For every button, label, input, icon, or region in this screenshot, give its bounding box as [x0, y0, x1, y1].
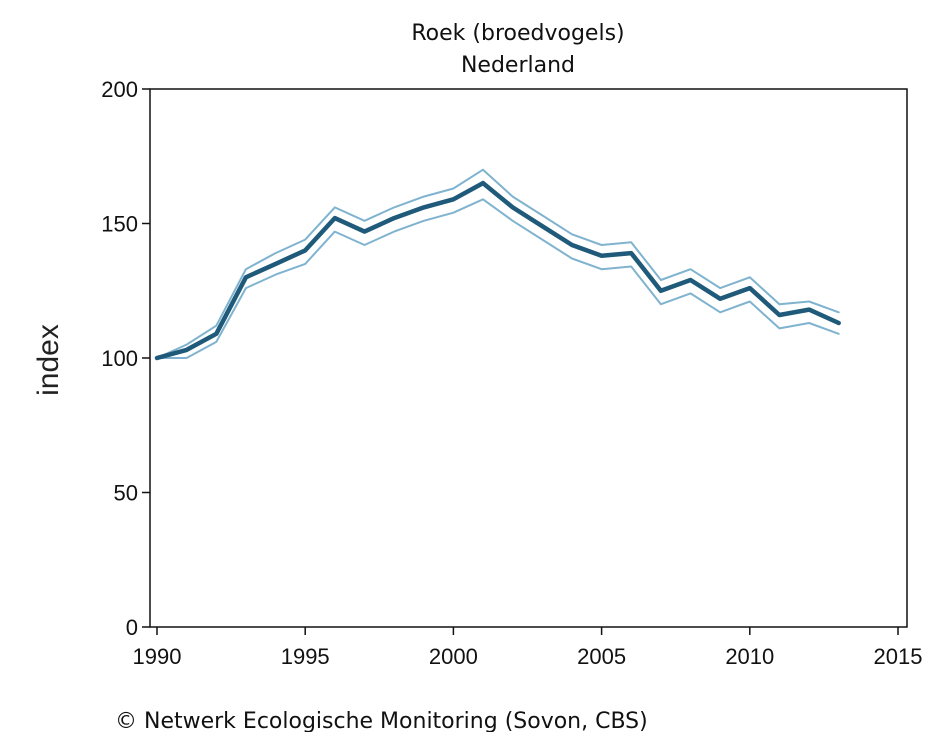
confidence-upper-line — [156, 168, 840, 359]
source-credit: © Netwerk Ecologische Monitoring (Sovon,… — [115, 709, 648, 732]
y-tick-label: 0 — [126, 615, 138, 640]
x-tick-label: 1995 — [281, 644, 330, 669]
x-tick-label: 2005 — [577, 644, 626, 669]
confidence-lower-line — [156, 198, 840, 359]
plot-area — [154, 168, 841, 361]
y-tick-label: 50 — [114, 481, 138, 506]
chart-subtitle: Nederland — [461, 53, 575, 78]
x-tick-label: 2010 — [725, 644, 774, 669]
chart-title: Roek (broedvogels) — [411, 21, 624, 46]
y-tick-label: 200 — [101, 77, 138, 102]
y-tick-label: 150 — [101, 212, 138, 237]
y-axis-label: index — [32, 324, 65, 396]
x-tick-label: 2000 — [429, 644, 478, 669]
axes: 0 50 100 150 200 1990 1995 2000 2005 2010 2015 — [101, 77, 922, 669]
x-tick-label: 2015 — [874, 644, 923, 669]
plot-frame — [149, 88, 908, 628]
index-line — [154, 180, 841, 361]
y-tick-label: 100 — [101, 346, 138, 371]
x-tick-label: 1990 — [133, 644, 182, 669]
